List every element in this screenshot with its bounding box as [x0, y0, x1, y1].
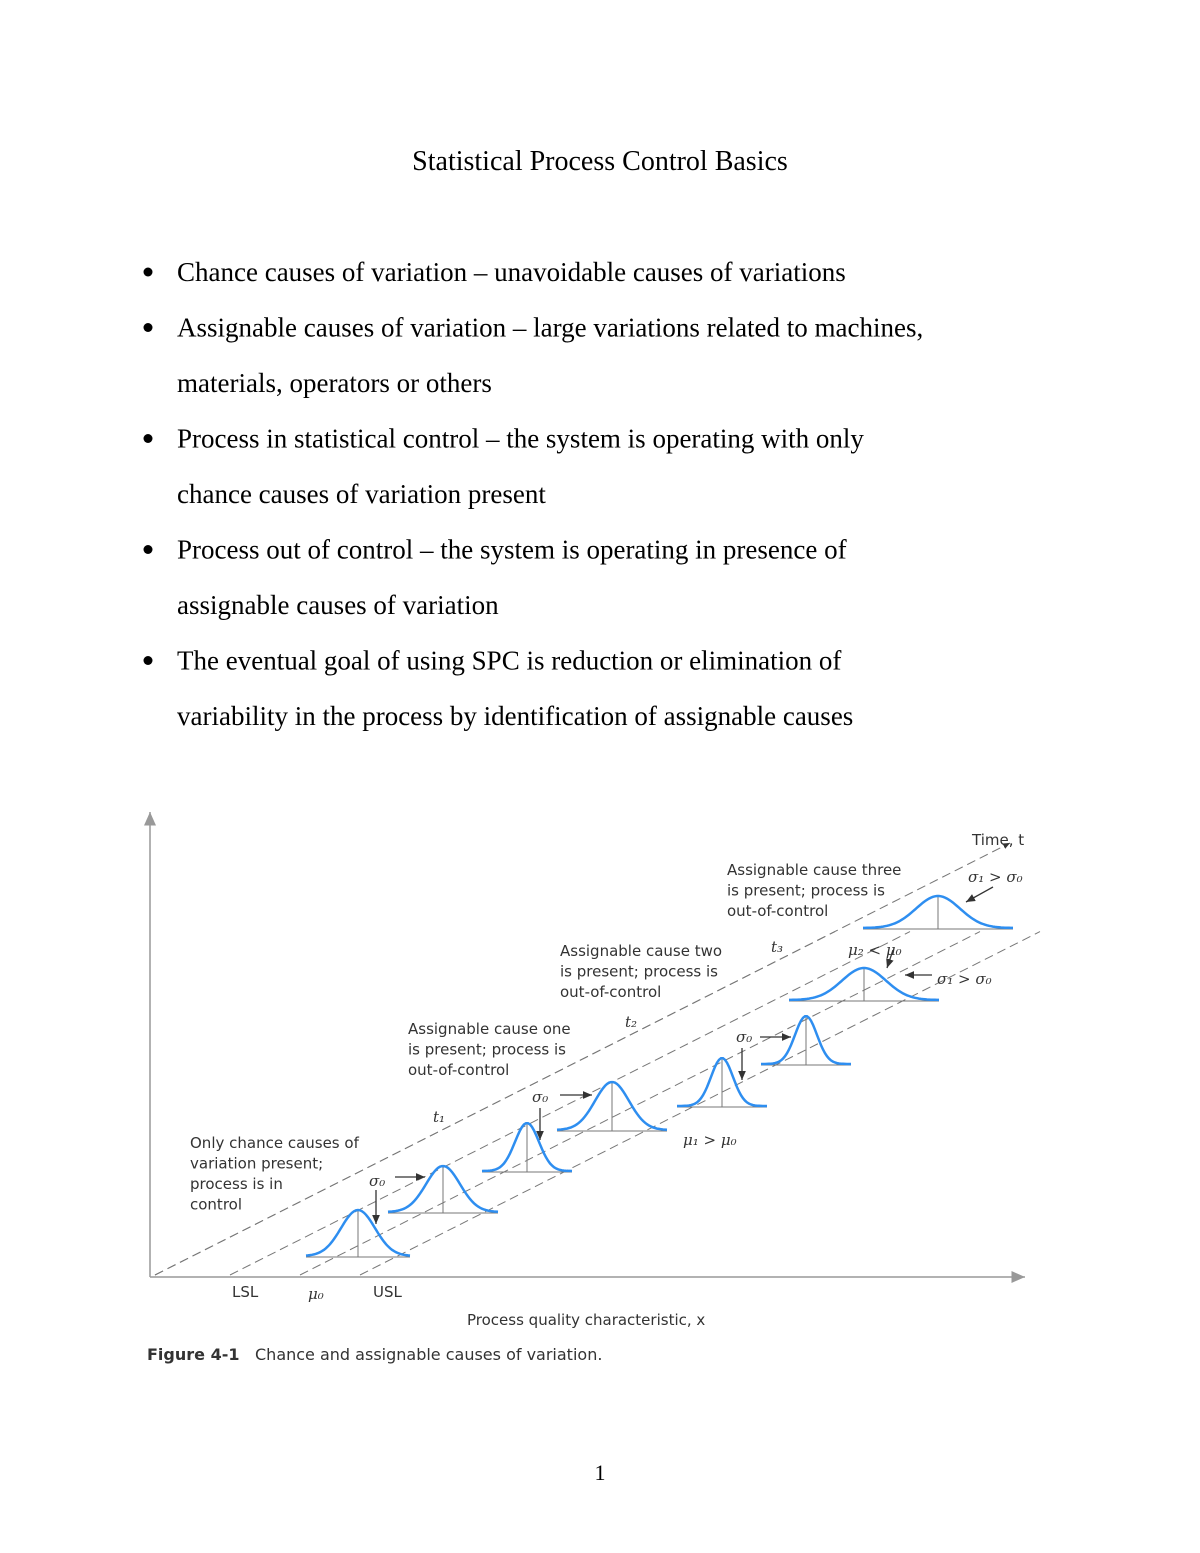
figure-label: LSL: [232, 1283, 259, 1301]
figure-label: t₁: [433, 1108, 445, 1126]
figure-label: σ₀: [532, 1088, 548, 1106]
figure-label: t₂: [625, 1013, 637, 1031]
time-axis: [154, 842, 1011, 1276]
guide-line: [359, 931, 1041, 1276]
figure-label: USL: [373, 1283, 403, 1301]
figure-label: out-of-control: [408, 1061, 509, 1079]
bullet-dot: [143, 545, 153, 554]
caption-label: Figure 4-1: [147, 1345, 239, 1364]
caption-text: Chance and assignable causes of variatio…: [255, 1345, 602, 1364]
figure-label: t₃: [771, 938, 783, 956]
figure-label: control: [190, 1196, 242, 1214]
distribution-curve: [677, 1056, 767, 1108]
distribution-curve: [305, 1208, 411, 1257]
figure-label: Assignable cause two: [560, 942, 722, 960]
figure-label: out-of-control: [560, 983, 661, 1001]
guide-line: [229, 931, 911, 1276]
figure-label: Time, t: [971, 831, 1024, 849]
bullet-text: assignable causes of variation: [177, 590, 499, 620]
bullet-text: materials, operators or others: [177, 368, 492, 398]
distribution-curve: [481, 1121, 573, 1173]
guide-line: [299, 931, 981, 1276]
figure-label: is present; process is: [727, 882, 885, 900]
bullet-text: The eventual goal of using SPC is reduct…: [177, 646, 841, 676]
distribution-curve: [761, 1014, 851, 1066]
bullet-text: Process in statistical control – the sys…: [177, 424, 864, 454]
bullet-dot: [143, 434, 153, 443]
figure-label: out-of-control: [727, 902, 828, 920]
bullet-dot: [143, 267, 153, 277]
figure-label: σ₀: [369, 1172, 385, 1190]
figure-label: μ₂ < μ₀: [848, 941, 902, 959]
figure-label: Assignable cause one: [408, 1020, 571, 1038]
figure: Time, t Process quality characteristic, x…: [144, 812, 1041, 1329]
arrow: [965, 886, 994, 903]
bullet-text: Assignable causes of variation – large v…: [177, 313, 923, 343]
figure-label: is present; process is: [408, 1041, 566, 1059]
distribution-curve: [789, 966, 939, 1002]
bullet-text: chance causes of variation present: [177, 479, 546, 509]
distribution-curve: [556, 1080, 668, 1131]
figure-label: σ₁ > σ₀: [968, 868, 1023, 886]
figure-label: μ₁ > μ₀: [683, 1131, 737, 1149]
figure-label: is present; process is: [560, 963, 718, 981]
distribution-curve: [387, 1164, 499, 1214]
title: Statistical Process Control Basics: [412, 146, 788, 177]
arrow: [886, 949, 894, 969]
bullet-text: Chance causes of variation – unavoidable…: [177, 257, 846, 287]
figure-label: variation present;: [190, 1155, 323, 1173]
bullet-text: variability in the process by identifica…: [177, 701, 853, 731]
distribution-curve: [863, 894, 1013, 930]
figure-label: Only chance causes of: [190, 1134, 360, 1152]
page-number: 1: [595, 1460, 606, 1485]
bullet-text: Process out of control – the system is o…: [177, 535, 847, 565]
figure-label: Assignable cause three: [727, 861, 901, 879]
figure-label: σ₀: [736, 1028, 752, 1046]
figure-label: process is in: [190, 1175, 283, 1193]
figure-label: σ₁ > σ₀: [937, 970, 992, 988]
figure-label: μ₀: [308, 1285, 324, 1303]
bullet-dot: [143, 656, 153, 665]
figure-label: Process quality characteristic, x: [467, 1311, 705, 1329]
bullet-dot: [143, 323, 153, 332]
